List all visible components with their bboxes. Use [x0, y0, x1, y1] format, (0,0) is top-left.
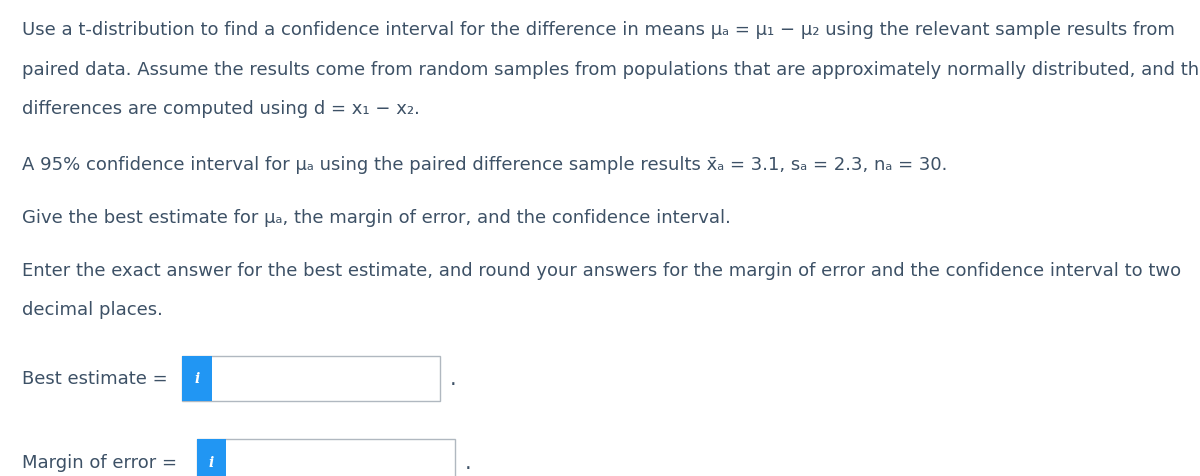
Text: paired data. Assume the results come from random samples from populations that a: paired data. Assume the results come fro… — [22, 60, 1200, 79]
FancyBboxPatch shape — [197, 439, 455, 476]
Text: Use a t-distribution to find a confidence interval for the difference in means μ: Use a t-distribution to find a confidenc… — [22, 21, 1175, 40]
Text: differences are computed using d = x₁ − x₂.: differences are computed using d = x₁ − … — [22, 99, 420, 118]
FancyBboxPatch shape — [197, 439, 227, 476]
Text: Margin of error =: Margin of error = — [22, 453, 182, 471]
Text: Give the best estimate for μₐ, the margin of error, and the confidence interval.: Give the best estimate for μₐ, the margi… — [22, 209, 731, 227]
Text: Best estimate =: Best estimate = — [22, 369, 173, 387]
Text: Enter the exact answer for the best estimate, and round your answers for the mar: Enter the exact answer for the best esti… — [22, 261, 1181, 279]
Text: i: i — [194, 371, 200, 386]
Text: A 95% confidence interval for μₐ using the paired difference sample results x̄ₐ : A 95% confidence interval for μₐ using t… — [22, 156, 947, 174]
Text: .: . — [450, 368, 457, 388]
Text: i: i — [209, 455, 215, 469]
FancyBboxPatch shape — [182, 356, 440, 401]
FancyBboxPatch shape — [182, 356, 212, 401]
Text: .: . — [464, 452, 472, 472]
Text: decimal places.: decimal places. — [22, 300, 162, 318]
